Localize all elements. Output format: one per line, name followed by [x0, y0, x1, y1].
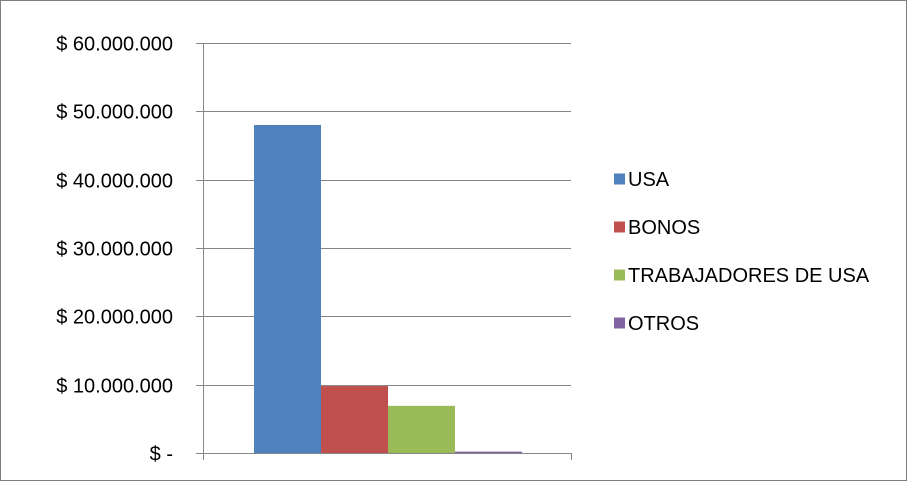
- legend-swatch: [614, 317, 625, 329]
- y-axis-tick-labels: $ - $ 10.000.000 $ 20.000.000 $ 30.000.000 $…: [56, 34, 173, 466]
- y-axis-tick-label: $ 20.000.000: [56, 307, 173, 329]
- legend-label: TRABAJADORES DE USA: [628, 265, 870, 287]
- axes: [203, 43, 572, 460]
- legend-swatch: [614, 269, 625, 281]
- legend-label: USA: [628, 169, 670, 191]
- bar-usa: [254, 125, 321, 453]
- y-axis-tick-label: $ -: [150, 444, 173, 466]
- bar-bonos: [321, 386, 388, 453]
- y-axis-tick-label: $ 10.000.000: [56, 376, 173, 398]
- y-axis-tick-label: $ 30.000.000: [56, 239, 173, 261]
- y-axis-tick-label: $ 50.000.000: [56, 102, 173, 124]
- bars: [254, 125, 522, 453]
- legend-label: BONOS: [628, 217, 700, 239]
- legend-swatch: [614, 173, 625, 185]
- bar-trabajadores-de-usa: [388, 405, 455, 453]
- bar-otros: [455, 451, 522, 453]
- y-axis-tick-label: $ 40.000.000: [56, 171, 173, 193]
- y-axis-tick-label: $ 60.000.000: [56, 34, 173, 56]
- legend-label: OTROS: [628, 313, 699, 335]
- legend: USA BONOS TRABAJADORES DE USA OTROS: [614, 169, 870, 335]
- legend-swatch: [614, 221, 625, 233]
